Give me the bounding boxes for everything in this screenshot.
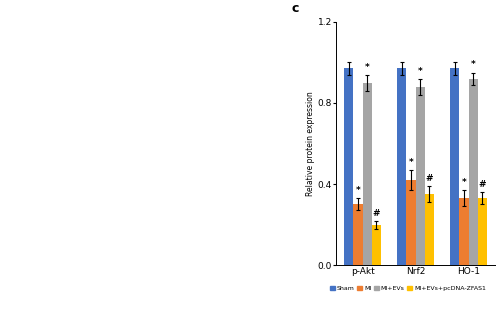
Bar: [450, 68, 460, 265]
Text: *: *: [356, 186, 360, 195]
Bar: [362, 83, 372, 265]
Bar: [372, 225, 380, 265]
Bar: [460, 198, 468, 265]
Text: *: *: [462, 178, 466, 187]
Text: #: #: [426, 174, 433, 183]
Y-axis label: Relative protein expression: Relative protein expression: [306, 91, 314, 196]
Legend: Sham, MI, MI+EVs, MI+EVs+pcDNA-ZFAS1: Sham, MI, MI+EVs, MI+EVs+pcDNA-ZFAS1: [330, 286, 486, 291]
Text: #: #: [372, 208, 380, 217]
Bar: [406, 180, 416, 265]
Bar: [398, 68, 406, 265]
Text: *: *: [470, 61, 476, 70]
Bar: [344, 68, 354, 265]
Text: c: c: [292, 2, 299, 15]
Text: *: *: [418, 66, 422, 76]
Bar: [478, 198, 486, 265]
Bar: [416, 87, 424, 265]
Bar: [424, 194, 434, 265]
Text: *: *: [364, 62, 370, 71]
Text: *: *: [408, 158, 414, 167]
Bar: [354, 204, 362, 265]
Text: #: #: [478, 180, 486, 189]
Bar: [468, 79, 477, 265]
